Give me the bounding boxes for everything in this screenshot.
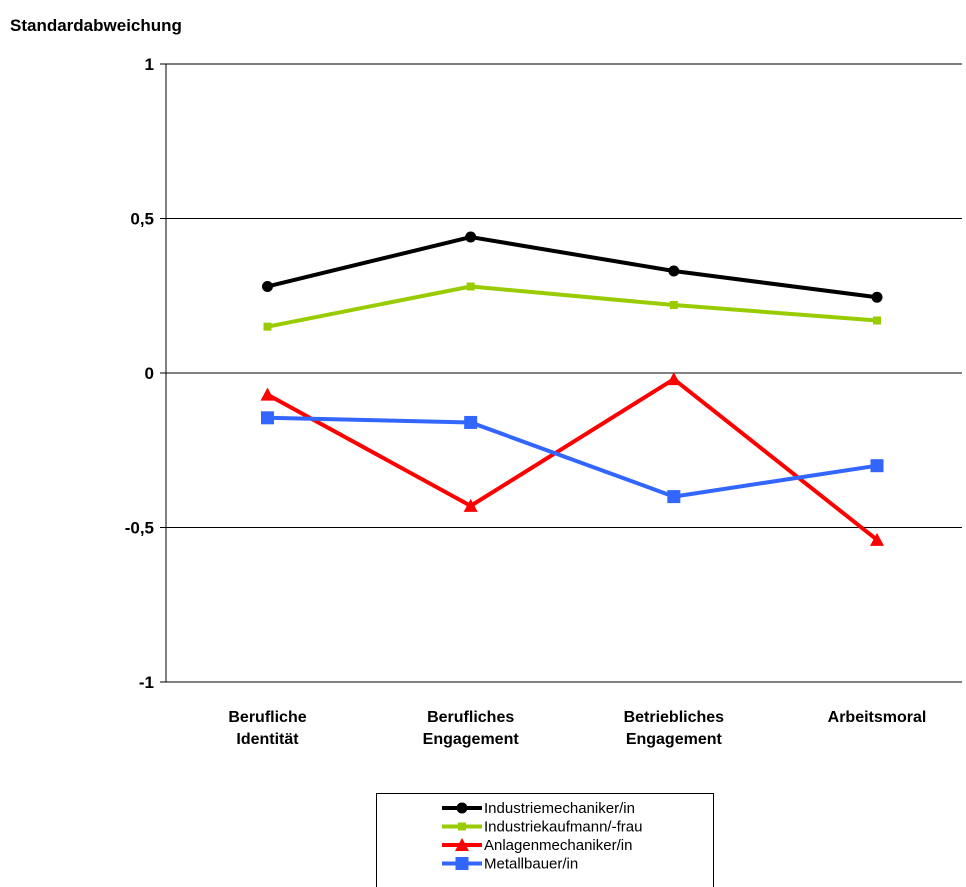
- legend-box: [376, 793, 714, 887]
- data-point: [465, 231, 477, 243]
- legend-label: Industriemechaniker/in: [484, 800, 635, 817]
- data-point: [464, 415, 478, 429]
- data-point: [667, 490, 681, 504]
- y-axis-title: Standardabweichung: [10, 16, 182, 35]
- series-lines: [260, 231, 884, 546]
- legend-marker: [456, 802, 468, 814]
- data-point: [669, 301, 678, 310]
- gridlines: [166, 63, 962, 683]
- legend-marker: [455, 838, 469, 851]
- y-tick-labels: 1 0,5 0 -0,5 -1: [125, 55, 154, 692]
- y-tick-label: 0: [145, 364, 154, 383]
- data-point: [261, 411, 274, 425]
- data-point: [873, 316, 881, 325]
- data-point: [666, 372, 681, 386]
- data-point: [260, 387, 275, 401]
- y-tick-label: -1: [139, 673, 154, 692]
- data-point: [871, 291, 883, 303]
- data-point: [262, 280, 273, 292]
- data-point: [263, 322, 272, 331]
- legend: Industriemechaniker/in Industriekaufmann/…: [376, 793, 714, 887]
- data-point: [870, 459, 884, 473]
- x-tick-label: Arbeitsmoral: [828, 709, 927, 726]
- legend-label: Industriekaufmann/-frau: [484, 819, 642, 836]
- x-tick-labels: Berufliche Identität Berufliches Engagement…: [228, 709, 926, 748]
- legend-label: Metallbauer/in: [484, 856, 578, 873]
- series-line: [267, 415, 878, 499]
- data-point: [668, 265, 680, 277]
- x-tick-label: Betriebliches Engagement: [624, 709, 725, 748]
- legend-marker: [455, 857, 469, 870]
- legend-marker: [458, 822, 466, 831]
- series-line: [266, 377, 879, 542]
- y-tick-label: -0,5: [125, 519, 154, 538]
- data-point: [463, 498, 478, 512]
- axes: [160, 63, 167, 683]
- legend-label: Anlagenmechaniker/in: [484, 837, 632, 854]
- data-point: [466, 282, 475, 291]
- x-tick-label: Berufliches Engagement: [423, 709, 520, 748]
- series-line: [267, 235, 878, 300]
- series-line: [267, 284, 878, 329]
- data-point: [870, 532, 884, 546]
- x-tick-label: Berufliche Identität: [228, 709, 306, 748]
- y-tick-label: 1: [145, 55, 154, 74]
- y-tick-label: 0,5: [130, 210, 154, 229]
